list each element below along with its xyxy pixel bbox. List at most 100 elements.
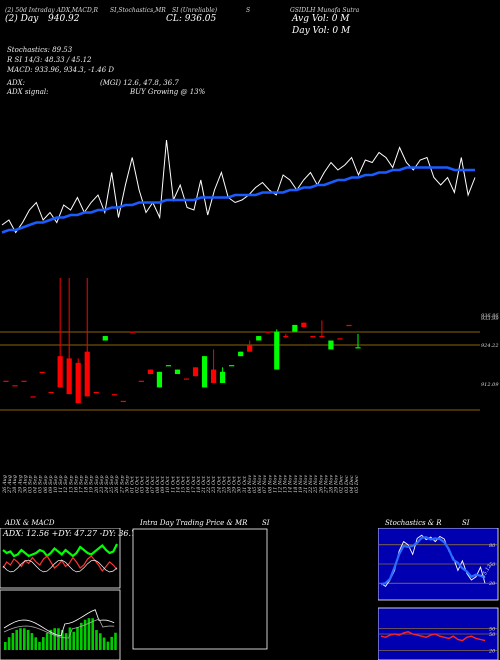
date-tick-label: 02 Dec <box>339 475 345 493</box>
date-tick-label: 18 Sep <box>84 475 90 493</box>
stoch-tick-label: 20 <box>488 581 496 587</box>
header-line1-c: SI (Unreliable) <box>172 7 218 14</box>
rsi-tick-label: 50 <box>489 632 496 638</box>
y-tick-label: 933.99 <box>481 316 499 322</box>
date-tick-label: 17 Sep <box>79 475 85 493</box>
date-tick-label: 14 Nov <box>288 475 294 493</box>
candle-body <box>210 369 217 383</box>
date-tick-label: 27 Nov <box>323 475 329 494</box>
date-tick-label: 05 Dec <box>354 475 360 493</box>
macd-bar <box>26 629 30 650</box>
macd-bar <box>30 633 34 650</box>
stoch-tick-label: 80 <box>489 543 496 549</box>
candle-body <box>120 400 126 403</box>
date-tick-label: 10 Sep <box>53 475 59 493</box>
date-tick-label: 28 Nov <box>328 475 334 494</box>
candle-body <box>21 380 27 382</box>
date-tick-label: 03 Oct <box>140 475 146 493</box>
date-tick-label: 04 Nov <box>247 475 253 493</box>
close-price-line <box>1 139 476 234</box>
macd-bar <box>106 641 110 650</box>
date-tick-label: 29 Aug <box>17 475 23 494</box>
candle-body <box>147 369 154 375</box>
date-tick-label: 22 Oct <box>206 475 212 494</box>
macd-bar <box>99 633 102 650</box>
macd-bar <box>45 632 49 650</box>
date-tick-label: 21 Nov <box>303 475 309 494</box>
y-tick-label: 936.86 <box>481 313 499 319</box>
stoch-tick-label: 50 <box>489 562 496 568</box>
date-tick-label: 29 Nov <box>334 475 340 494</box>
date-tick-label: 11 Nov <box>272 475 278 493</box>
candle-body <box>337 338 343 340</box>
candle-body <box>301 322 307 328</box>
candle-body <box>283 336 289 338</box>
date-tick-label: 21 Oct <box>201 475 207 494</box>
minus-di-line <box>2 555 118 573</box>
date-tick-label: 25 Sep <box>109 475 115 494</box>
date-tick-label: 13 Nov <box>283 475 289 493</box>
date-tick-label: 11 Oct <box>170 475 176 493</box>
date-tick-label: 24 Oct <box>216 475 222 494</box>
candle-body <box>165 365 172 367</box>
macd-bar <box>95 630 98 650</box>
date-tick-label: 24 Sep <box>104 475 110 494</box>
date-tick-label: 28 Oct <box>226 475 232 494</box>
macd-bar <box>11 632 15 650</box>
stoch-panel-title: Stochastics & R <box>385 519 442 527</box>
candle-body <box>102 336 108 341</box>
candle-body <box>238 351 244 357</box>
date-tick-label: 30 Sep <box>124 475 130 493</box>
macd-bar <box>87 618 91 650</box>
macd-bar <box>42 637 45 650</box>
macd-bar <box>7 637 11 650</box>
date-tick-label: 09 Sep <box>48 475 54 493</box>
intraday-panel <box>132 528 268 650</box>
date-tick-label: 19 Sep <box>89 475 95 493</box>
date-tick-label: 04 Oct <box>145 475 151 493</box>
macd-bar <box>19 628 22 650</box>
date-tick-label: 01 Oct <box>130 475 136 493</box>
macd-bar <box>114 632 117 650</box>
header-line1-d: S <box>246 7 251 14</box>
adx-panel-label: ADX: 12.56 +DY: 47.27 -DY: 36.72 <box>3 529 142 538</box>
date-tick-label: 23 Oct <box>211 475 217 494</box>
stoch-d-line <box>380 536 486 586</box>
date-tick-label: 30 Oct <box>237 475 243 493</box>
candle-body <box>201 356 208 388</box>
date-tick-label: 12 Nov <box>277 475 283 493</box>
candle-body <box>75 362 81 404</box>
date-tick-label: 11 Sep <box>58 475 64 493</box>
macd-line <box>3 609 115 637</box>
date-tick-label: 09 Oct <box>160 475 166 493</box>
macd-bar <box>53 628 56 650</box>
stochastics-value: Stochastics: 89.53 <box>7 46 73 54</box>
date-tick-label: 08 Nov <box>267 475 273 493</box>
header-line1-a: (2) 50d Intraday ADX,MACD,R <box>5 7 99 14</box>
date-tick-label: 18 Nov <box>293 475 299 493</box>
candle-body <box>183 378 190 380</box>
date-tick-label: 04 Sep <box>33 475 39 493</box>
adx-panel-title: ADX & MACD <box>5 519 55 527</box>
intraday-box <box>132 528 268 650</box>
candle-body <box>57 356 63 388</box>
candle-body <box>292 324 298 332</box>
date-tick-label: 25 Oct <box>221 475 227 494</box>
date-tick-label: 03 Dec <box>344 475 350 493</box>
macd-bar <box>110 636 113 650</box>
date-tick-label: 26 Sep <box>114 475 120 494</box>
candle-body <box>229 365 235 367</box>
date-tick-label: 02 Oct <box>135 475 141 493</box>
macd-bar <box>91 618 94 650</box>
macd-bar <box>72 631 75 650</box>
stoch-panel-title-2: SI <box>462 519 470 527</box>
candle-body <box>247 345 253 352</box>
date-tick-label: 19 Nov <box>298 475 304 493</box>
date-tick-label: 04 Dec <box>349 475 355 493</box>
rsi-line <box>380 631 486 642</box>
candle-body <box>274 331 280 370</box>
macd-bar <box>38 641 41 650</box>
macd-bar <box>49 629 53 650</box>
average-line <box>1 166 475 234</box>
